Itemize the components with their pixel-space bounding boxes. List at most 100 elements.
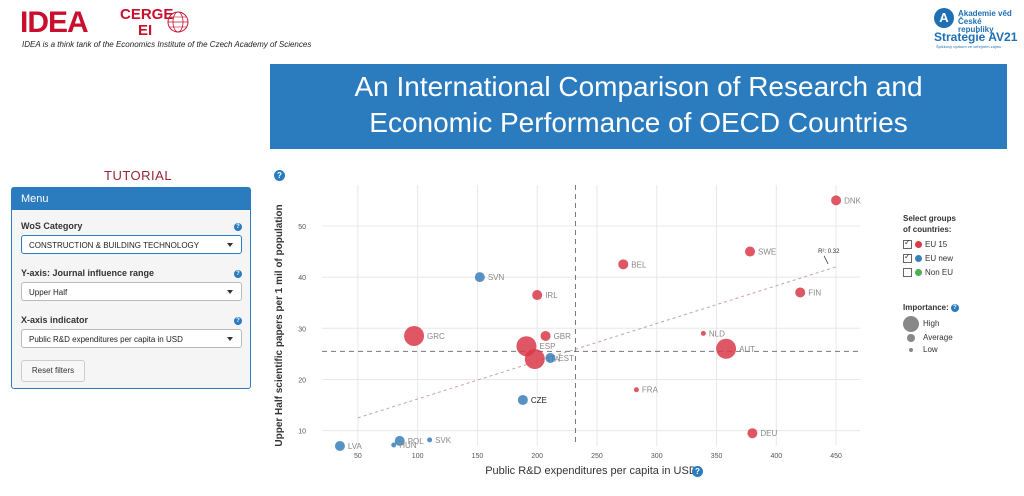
x-tick-label: 450 (830, 453, 842, 460)
idea-logo-text: IDEA (20, 6, 89, 39)
data-point-svn[interactable] (474, 272, 485, 283)
legend-groups-title-2: of countries: (903, 225, 952, 234)
y-tick-label: 30 (298, 326, 306, 333)
yaxis-range-select[interactable]: Upper Half (21, 282, 242, 301)
importance-low-dot (909, 348, 913, 352)
point-label: DNK (844, 196, 862, 205)
x-tick-label: 400 (770, 453, 782, 460)
legend-group-non-eu[interactable]: Non EU (903, 268, 953, 278)
data-point-swe[interactable] (745, 246, 756, 257)
group-label: EU new (925, 254, 954, 263)
data-point-deu[interactable] (747, 428, 758, 439)
x-axis-title: Public R&D expenditures per capita in US… (485, 465, 697, 477)
data-point-est[interactable] (545, 352, 556, 363)
importance-average-dot (907, 334, 915, 342)
legend-group-eu-new[interactable]: EU new (903, 252, 954, 264)
r-squared-pointer (823, 255, 829, 265)
point-label: SVK (435, 436, 452, 445)
point-label: CZE (531, 396, 547, 405)
page-title-line2: Economic Performance of OECD Countries (369, 107, 908, 138)
xaxis-indicator-label: X-axis indicator (21, 315, 89, 325)
xaxis-title-help-icon[interactable]: ? (692, 466, 703, 477)
menu-panel: Menu WoS Category ? CONSTRUCTION & BUILD… (11, 187, 251, 389)
x-tick-label: 100 (412, 453, 424, 460)
y-tick-label: 40 (298, 275, 306, 282)
av-logo-subtitle: Špičkový výzkum ve veřejném zájmu (936, 44, 1002, 49)
data-point-gbr[interactable] (540, 330, 551, 341)
yaxis-help-icon[interactable]: ? (234, 270, 242, 278)
importance-help-icon[interactable]: ? (950, 303, 959, 312)
chart-legend: Select groups of countries: EU 15 EU new N… (903, 213, 1013, 354)
ei-logo-text: EI (138, 22, 153, 39)
group-checkbox[interactable] (903, 252, 912, 264)
group-checkbox[interactable] (903, 238, 912, 250)
point-label: BEL (631, 260, 647, 269)
data-point-dnk[interactable] (831, 195, 842, 206)
data-point-aut[interactable] (716, 338, 737, 359)
av-logo-line1: Akademie věd (958, 9, 1012, 18)
point-label: DEU (760, 429, 777, 438)
idea-cerge-ei-logo[interactable]: IDEA CERGE EI (20, 4, 190, 40)
importance-high-label: High (923, 319, 940, 328)
av-logo-letter: A (934, 8, 954, 28)
xaxis-help-icon[interactable]: ? (234, 317, 242, 325)
scatter-chart: 10 20 30 40 50 50 100 150 200 250 300 350 400 450 R²: … (274, 185, 862, 477)
x-tick-label: 350 (711, 453, 723, 460)
x-tick-label: 250 (591, 453, 603, 460)
yaxis-range-value: Upper Half (29, 288, 68, 297)
tutorial-link[interactable]: TUTORIAL (104, 168, 173, 183)
x-tick-label: 50 (354, 453, 362, 460)
yaxis-range-label: Y-axis: Journal influence range (21, 268, 155, 278)
point-label: FRA (642, 386, 659, 395)
group-checkbox[interactable] (903, 268, 912, 278)
y-tick-label: 50 (298, 224, 306, 231)
point-label: LVA (348, 442, 363, 451)
point-label: SVN (488, 273, 505, 282)
group-color-dot (915, 255, 922, 263)
data-point-svk[interactable] (427, 437, 433, 443)
data-point-fin[interactable] (795, 287, 806, 298)
x-tick-label: 300 (651, 453, 663, 460)
y-tick-label: 10 (298, 429, 306, 436)
point-label: AUT (739, 345, 755, 354)
wos-category-select[interactable]: CONSTRUCTION & BUILDING TECHNOLOGY (21, 235, 242, 254)
data-point-bel[interactable] (618, 259, 629, 270)
point-label: NLD (709, 329, 725, 338)
x-tick-label: 150 (472, 453, 484, 460)
data-point-pol[interactable] (394, 435, 405, 446)
data-point-irl[interactable] (532, 290, 543, 301)
group-color-dot (915, 241, 922, 249)
data-point-ita[interactable] (524, 349, 545, 369)
data-point-nld[interactable] (700, 330, 706, 336)
av-logo-name: Akademie věd České republiky (958, 10, 1018, 34)
reset-filters-button[interactable]: Reset filters (21, 360, 85, 382)
point-label: HUN (399, 441, 417, 450)
data-point-lva[interactable] (334, 441, 345, 451)
data-point-cze[interactable] (517, 394, 528, 405)
wos-category-label: WoS Category (21, 221, 83, 231)
chart-help-icon[interactable]: ? (274, 170, 285, 181)
legend-group-eu-15[interactable]: EU 15 (903, 238, 948, 250)
importance-low-label: Low (923, 345, 938, 354)
point-label: FIN (808, 288, 821, 297)
akademie-ved-logo[interactable]: A Akademie věd České republiky Strategie… (932, 6, 1018, 50)
chevron-down-icon (227, 243, 233, 247)
data-point-fra[interactable] (633, 387, 639, 393)
point-label: IRL (545, 291, 558, 300)
wos-category-value: CONSTRUCTION & BUILDING TECHNOLOGY (29, 241, 200, 250)
wos-help-icon[interactable]: ? (234, 223, 242, 231)
point-label: POL (408, 437, 425, 446)
xaxis-indicator-select[interactable]: Public R&D expenditures per capita in US… (21, 329, 242, 348)
point-label: GBR (554, 332, 572, 341)
group-label: Non EU (925, 268, 954, 277)
y-tick-label: 20 (298, 377, 306, 384)
data-point-hun[interactable] (391, 442, 397, 448)
data-point-grc[interactable] (404, 325, 425, 346)
legend-groups-title-1: Select groups (903, 214, 956, 223)
r-squared-label: R²: 0.32 (818, 249, 840, 255)
importance-high-dot (903, 316, 919, 332)
page-title-line1: An International Comparison of Research … (354, 71, 923, 102)
group-label: EU 15 (925, 240, 948, 249)
point-label: GRC (427, 332, 445, 341)
chevron-down-icon (227, 290, 233, 294)
